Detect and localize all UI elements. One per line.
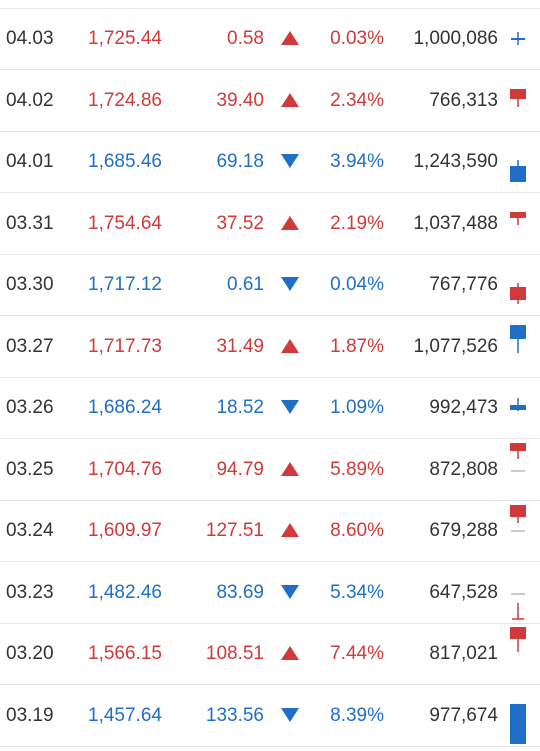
triangle-up-icon: [280, 522, 300, 538]
price-cell: 1,457.64: [88, 704, 162, 726]
triangle-up-icon: [280, 215, 300, 231]
table-row[interactable]: 03.31 1,754.64 37.52 2.19% 1,037,488: [0, 194, 540, 255]
price-cell: 1,724.86: [88, 89, 162, 111]
table-row[interactable]: 04.03 1,725.44 0.58 0.03% 1,000,086: [0, 9, 540, 70]
up-candle-icon: [504, 624, 532, 684]
volume-cell: 1,077,526: [413, 335, 498, 357]
rate-cell: 0.04%: [330, 274, 384, 295]
rate-cell: 0.03%: [330, 28, 384, 49]
rate-cell: 8.39%: [330, 704, 384, 726]
up-candle-icon: [504, 194, 532, 254]
date-cell: 03.19: [6, 704, 54, 726]
date-cell: 03.20: [6, 643, 54, 664]
down-candle-icon: [504, 132, 532, 192]
table-row[interactable]: 03.24 1,609.97 127.51 8.60% 679,288: [0, 501, 540, 562]
price-cell: 1,717.12: [88, 274, 162, 295]
volume-cell: 767,776: [429, 274, 498, 295]
change-cell: 83.69: [216, 581, 264, 603]
price-cell: 1,609.97: [88, 520, 162, 541]
triangle-down-icon: [280, 399, 300, 415]
volume-cell: 679,288: [429, 520, 498, 541]
date-cell: 03.26: [6, 397, 54, 418]
price-cell: 1,725.44: [88, 28, 162, 49]
change-cell: 69.18: [216, 151, 264, 172]
triangle-up-icon: [280, 30, 300, 46]
date-cell: 03.23: [6, 581, 54, 603]
table-row[interactable]: 03.20 1,566.15 108.51 7.44% 817,021: [0, 624, 540, 685]
rate-cell: 7.44%: [330, 643, 384, 664]
triangle-up-icon: [280, 338, 300, 354]
rate-cell: 2.34%: [330, 89, 384, 111]
date-cell: 03.27: [6, 335, 54, 357]
volume-cell: 766,313: [429, 89, 498, 111]
triangle-up-icon: [280, 645, 300, 661]
triangle-up-icon: [280, 92, 300, 108]
change-cell: 108.51: [205, 643, 264, 664]
table-row[interactable]: 03.25 1,704.76 94.79 5.89% 872,808: [0, 440, 540, 501]
price-cell: 1,482.46: [88, 581, 162, 603]
change-cell: 18.52: [216, 397, 264, 418]
rate-cell: 5.34%: [330, 581, 384, 603]
change-cell: 31.49: [216, 335, 264, 357]
date-cell: 03.31: [6, 212, 54, 234]
table-row[interactable]: 03.23 1,482.46 83.69 5.34% 647,528: [0, 563, 540, 624]
rate-cell: 1.09%: [330, 397, 384, 418]
change-cell: 39.40: [216, 89, 264, 111]
triangle-down-icon: [280, 276, 300, 292]
down-candle-icon: [504, 686, 532, 746]
volume-cell: 872,808: [429, 458, 498, 480]
price-cell: 1,566.15: [88, 643, 162, 664]
volume-cell: 1,243,590: [413, 151, 498, 172]
triangle-down-icon: [280, 153, 300, 169]
volume-cell: 977,674: [429, 704, 498, 726]
rate-cell: 1.87%: [330, 335, 384, 357]
price-cell: 1,717.73: [88, 335, 162, 357]
triangle-down-icon: [280, 584, 300, 600]
date-cell: 03.25: [6, 458, 54, 480]
up-candle-icon: [504, 255, 532, 315]
triangle-down-icon: [280, 707, 300, 723]
change-cell: 94.79: [216, 458, 264, 480]
rate-cell: 8.60%: [330, 520, 384, 541]
flat-candle-icon: [504, 563, 532, 623]
volume-cell: 1,037,488: [413, 212, 498, 234]
table-row[interactable]: 03.30 1,717.12 0.61 0.04% 767,776: [0, 255, 540, 316]
date-cell: 04.02: [6, 89, 54, 111]
volume-cell: 1,000,086: [413, 28, 498, 49]
up-candle-icon: [504, 440, 532, 500]
date-cell: 03.30: [6, 274, 54, 295]
date-cell: 03.24: [6, 520, 54, 541]
down-candle-icon: [504, 378, 532, 438]
table-row[interactable]: 03.27 1,717.73 31.49 1.87% 1,077,526: [0, 317, 540, 378]
divider: [0, 8, 540, 9]
change-cell: 0.58: [227, 28, 264, 49]
rate-cell: 5.89%: [330, 458, 384, 480]
price-cell: 1,754.64: [88, 212, 162, 234]
up-candle-icon: [504, 501, 532, 561]
table-row[interactable]: 03.19 1,457.64 133.56 8.39% 977,674: [0, 686, 540, 747]
change-cell: 127.51: [205, 520, 264, 541]
table-row[interactable]: 03.26 1,686.24 18.52 1.09% 992,473: [0, 378, 540, 439]
volume-cell: 647,528: [429, 581, 498, 603]
change-cell: 37.52: [216, 212, 264, 234]
date-cell: 04.03: [6, 28, 54, 49]
change-cell: 133.56: [205, 704, 264, 726]
change-cell: 0.61: [227, 274, 264, 295]
down-candle-icon: [504, 317, 532, 377]
rate-cell: 3.94%: [330, 151, 384, 172]
date-cell: 04.01: [6, 151, 54, 172]
table-row[interactable]: 04.01 1,685.46 69.18 3.94% 1,243,590: [0, 132, 540, 193]
price-cell: 1,686.24: [88, 397, 162, 418]
flat-cross-candle-icon: [504, 9, 532, 69]
volume-cell: 992,473: [429, 397, 498, 418]
table-row[interactable]: 04.02 1,724.86 39.40 2.34% 766,313: [0, 71, 540, 132]
price-cell: 1,685.46: [88, 151, 162, 172]
price-cell: 1,704.76: [88, 458, 162, 480]
triangle-up-icon: [280, 461, 300, 477]
volume-cell: 817,021: [429, 643, 498, 664]
rate-cell: 2.19%: [330, 212, 384, 234]
up-candle-icon: [504, 71, 532, 131]
